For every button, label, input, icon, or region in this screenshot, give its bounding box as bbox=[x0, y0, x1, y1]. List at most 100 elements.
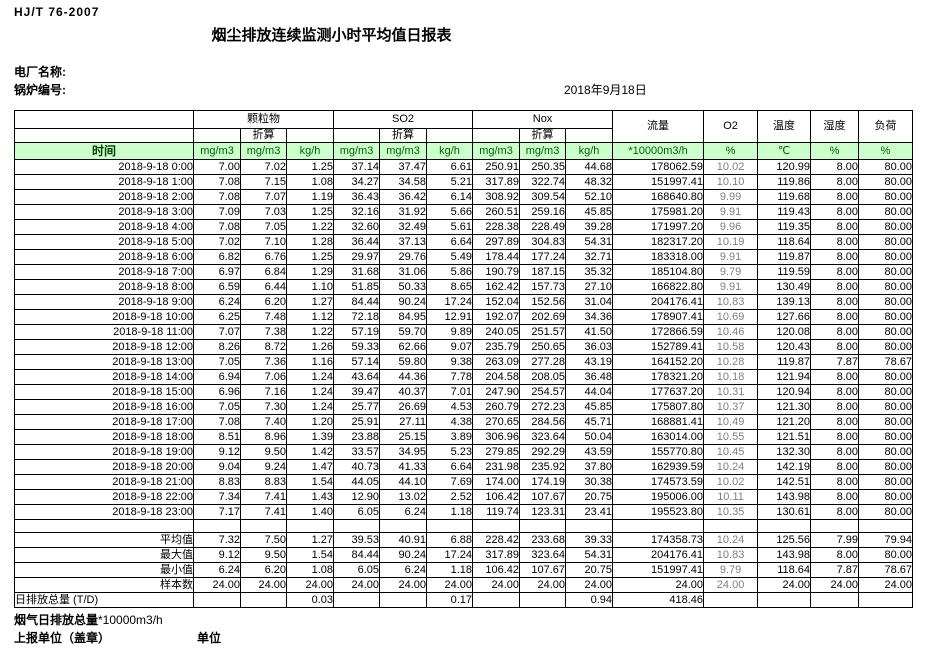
value-cell: 8.72 bbox=[240, 339, 287, 355]
flue-gas-total-note: 烟气日排放总量*10000m3/h bbox=[14, 611, 163, 628]
summary-value-cell: 9.50 bbox=[240, 547, 287, 563]
group-so2: SO2 bbox=[333, 110, 474, 129]
table-row: 2018-9-18 9:00 6.24 6.20 1.27 84.44 90.24 17.2… bbox=[14, 294, 914, 310]
summary-value-cell: 118.64 bbox=[757, 562, 812, 578]
summary-label: 日排放总量 (T/D) bbox=[14, 592, 194, 608]
time-cell: 2018-9-18 18:00 bbox=[14, 429, 194, 445]
value-cell: 10.46 bbox=[703, 324, 759, 340]
summary-value-cell bbox=[519, 592, 567, 608]
value-cell: 50.33 bbox=[379, 279, 428, 295]
value-cell: 7.02 bbox=[240, 159, 287, 175]
summary-value-cell: 24.00 bbox=[472, 577, 521, 593]
table-row: 2018-9-18 2:00 7.08 7.07 1.19 36.43 36.42 6.14… bbox=[14, 189, 914, 205]
summary-value-cell: 0.03 bbox=[285, 592, 335, 608]
value-cell: 80.00 bbox=[858, 429, 914, 445]
value-cell: 118.64 bbox=[757, 234, 812, 250]
summary-value-cell: 6.24 bbox=[193, 562, 241, 578]
value-cell: 26.69 bbox=[379, 399, 428, 415]
summary-value-cell: 24.00 bbox=[810, 577, 860, 593]
value-cell: 5.66 bbox=[426, 204, 474, 220]
value-cell: 7.08 bbox=[193, 174, 241, 190]
value-cell: 7.16 bbox=[240, 384, 287, 400]
unit-pct: % bbox=[703, 142, 759, 160]
value-cell: 57.19 bbox=[333, 324, 381, 340]
time-cell: 2018-9-18 12:00 bbox=[14, 339, 194, 355]
value-cell: 80.00 bbox=[858, 294, 914, 310]
value-cell: 1.22 bbox=[285, 219, 335, 235]
value-cell: 8.00 bbox=[810, 219, 860, 235]
value-cell: 250.35 bbox=[519, 159, 567, 175]
summary-value-cell bbox=[333, 592, 381, 608]
summary-value-cell: 106.42 bbox=[472, 562, 521, 578]
table-row: 2018-9-18 17:00 7.08 7.40 1.20 25.91 27.11 4.3… bbox=[14, 414, 914, 430]
value-cell: 34.58 bbox=[379, 174, 428, 190]
summary-value-cell: 24.00 bbox=[858, 577, 914, 593]
time-cell: 2018-9-18 17:00 bbox=[14, 414, 194, 430]
value-cell: 162.42 bbox=[472, 279, 521, 295]
empty-cell bbox=[612, 519, 705, 533]
summary-value-cell: 78.67 bbox=[858, 562, 914, 578]
value-cell: 6.97 bbox=[193, 264, 241, 280]
summary-value-cell: 40.91 bbox=[379, 532, 428, 548]
value-cell: 1.39 bbox=[285, 429, 335, 445]
value-cell: 260.79 bbox=[472, 399, 521, 415]
unit-celsius: ℃ bbox=[757, 142, 812, 160]
summary-value-cell: 90.24 bbox=[379, 547, 428, 563]
value-cell: 152789.41 bbox=[612, 339, 705, 355]
value-cell: 6.94 bbox=[193, 369, 241, 385]
value-cell: 80.00 bbox=[858, 324, 914, 340]
value-cell: 44.10 bbox=[379, 474, 428, 490]
value-cell: 80.00 bbox=[858, 444, 914, 460]
time-cell: 2018-9-18 5:00 bbox=[14, 234, 194, 250]
time-cell: 2018-9-18 7:00 bbox=[14, 264, 194, 280]
value-cell: 178907.41 bbox=[612, 309, 705, 325]
table-row: 2018-9-18 14:00 6.94 7.06 1.24 43.64 44.36 7.7… bbox=[14, 369, 914, 385]
empty-cell bbox=[810, 519, 860, 533]
group-nox: Nox bbox=[472, 110, 614, 129]
summary-value-cell bbox=[757, 592, 812, 608]
value-cell: 80.00 bbox=[858, 234, 914, 250]
summary-value-cell: 6.24 bbox=[379, 562, 428, 578]
value-cell: 62.66 bbox=[379, 339, 428, 355]
value-cell: 306.96 bbox=[472, 429, 521, 445]
value-cell: 30.38 bbox=[565, 474, 614, 490]
value-cell: 121.94 bbox=[757, 369, 812, 385]
value-cell: 6.82 bbox=[193, 249, 241, 265]
summary-value-cell: 7.32 bbox=[193, 532, 241, 548]
summary-value-cell: 54.31 bbox=[565, 547, 614, 563]
value-cell: 119.74 bbox=[472, 504, 521, 520]
units-header-row: 时间 mg/m3 mg/m3 kg/h mg/m3 mg/m3 kg/h mg/… bbox=[14, 142, 914, 160]
value-cell: 121.20 bbox=[757, 414, 812, 430]
value-cell: 228.38 bbox=[472, 219, 521, 235]
value-cell: 34.27 bbox=[333, 174, 381, 190]
value-cell: 6.61 bbox=[426, 159, 474, 175]
summary-value-cell: 228.42 bbox=[472, 532, 521, 548]
summary-value-cell bbox=[379, 592, 428, 608]
value-cell: 1.47 bbox=[285, 459, 335, 475]
value-cell: 84.95 bbox=[379, 309, 428, 325]
value-cell: 8.00 bbox=[810, 234, 860, 250]
table-row: 2018-9-18 20:00 9.04 9.24 1.47 40.73 41.33 6.6… bbox=[14, 459, 914, 475]
summary-label: 样本数 bbox=[14, 577, 194, 593]
value-cell: 32.49 bbox=[379, 219, 428, 235]
value-cell: 80.00 bbox=[858, 399, 914, 415]
value-cell: 119.35 bbox=[757, 219, 812, 235]
value-cell: 7.17 bbox=[193, 504, 241, 520]
value-cell: 8.00 bbox=[810, 414, 860, 430]
value-cell: 6.24 bbox=[193, 294, 241, 310]
value-cell: 7.41 bbox=[240, 504, 287, 520]
value-cell: 29.76 bbox=[379, 249, 428, 265]
summary-value-cell bbox=[810, 592, 860, 608]
value-cell: 45.71 bbox=[565, 414, 614, 430]
value-cell: 1.28 bbox=[285, 234, 335, 250]
value-cell: 59.33 bbox=[333, 339, 381, 355]
value-cell: 25.15 bbox=[379, 429, 428, 445]
value-cell: 10.02 bbox=[703, 474, 759, 490]
value-cell: 80.00 bbox=[858, 489, 914, 505]
value-cell: 31.06 bbox=[379, 264, 428, 280]
value-cell: 40.73 bbox=[333, 459, 381, 475]
value-cell: 119.86 bbox=[757, 174, 812, 190]
time-cell: 2018-9-18 0:00 bbox=[14, 159, 194, 175]
value-cell: 8.00 bbox=[810, 279, 860, 295]
value-cell: 7.48 bbox=[240, 309, 287, 325]
